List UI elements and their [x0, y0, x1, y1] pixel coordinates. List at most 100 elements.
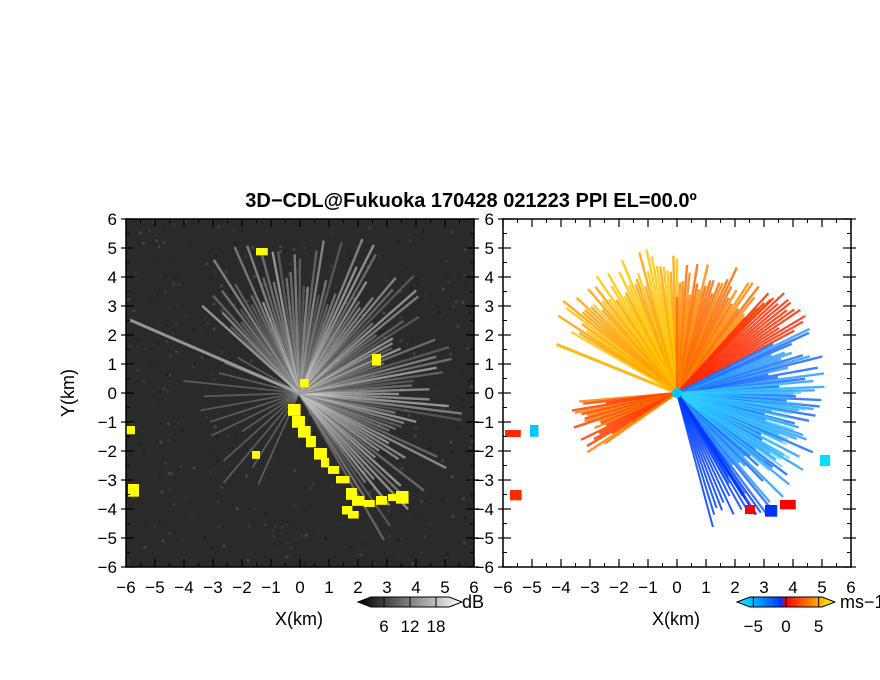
speckle [468, 311, 472, 315]
highlight-patch [328, 466, 340, 474]
speckle [428, 446, 432, 450]
speckle [139, 231, 143, 235]
speckle [151, 220, 155, 224]
speckle [221, 375, 225, 379]
speckle [304, 533, 308, 537]
speckle [461, 300, 465, 304]
speckle [456, 219, 460, 223]
x-tick-label: −4 [551, 578, 570, 597]
y-tick-label: 5 [485, 239, 494, 258]
speckle [219, 219, 223, 223]
speckle [200, 355, 204, 359]
speckle [217, 525, 221, 529]
highlight-patch [298, 426, 311, 438]
speckle [153, 524, 157, 528]
speckle [215, 459, 219, 463]
speckle [462, 541, 466, 545]
speckle [224, 270, 228, 274]
speckle [206, 322, 210, 326]
colorbar-tick-label: 5 [814, 617, 823, 636]
x-tick-label: −5 [145, 578, 164, 597]
speckle [252, 275, 256, 279]
speckle [170, 472, 174, 476]
velocity-patch [530, 425, 539, 437]
x-tick-label: 3 [759, 578, 768, 597]
speckle [397, 460, 401, 464]
speckle [297, 237, 301, 241]
speckle [300, 439, 304, 443]
speckle [451, 304, 455, 308]
speckle [303, 562, 307, 566]
speckle [389, 252, 393, 256]
speckle [274, 550, 278, 554]
speckle [271, 262, 275, 266]
speckle [359, 553, 363, 557]
highlight-patch [352, 496, 365, 506]
speckle [378, 330, 382, 334]
speckle [263, 511, 267, 515]
velocity-x-label: X(km) [652, 609, 700, 629]
reflectivity-ticks: −6 −5 −4 −3 −2 −1 0 1 2 3 4 5 6 −6 −5 −4 −3 −2 −1 0 1 2 3 4 5 6 [98, 210, 479, 597]
velocity-ray [676, 292, 770, 394]
speckle [375, 523, 379, 527]
speckle [166, 389, 170, 393]
speckle [355, 521, 359, 525]
speckle [190, 238, 194, 242]
velocity-patch [780, 500, 796, 510]
speckle [286, 520, 290, 524]
speckle [128, 482, 132, 486]
speckle [279, 245, 283, 249]
velocity-colorbar: −5 0 5 ms−1 [735, 592, 880, 636]
y-tick-label: −1 [475, 413, 494, 432]
speckle [187, 453, 191, 457]
speckle [421, 229, 425, 233]
speckle [247, 525, 251, 529]
speckle [212, 302, 216, 306]
x-tick-label: 4 [411, 578, 420, 597]
speckle [212, 270, 216, 274]
speckle [295, 241, 299, 245]
speckle [210, 276, 214, 280]
highlight-patch [321, 458, 330, 468]
speckle [354, 245, 358, 249]
reflectivity-ray [200, 392, 300, 412]
speckle [311, 482, 315, 486]
speckle [282, 563, 286, 567]
speckle [163, 385, 167, 389]
speckle [246, 299, 250, 303]
speckle [154, 226, 158, 230]
speckle [131, 495, 135, 499]
speckle [447, 280, 451, 284]
speckle [458, 332, 462, 336]
speckle [176, 270, 180, 274]
speckle [209, 470, 213, 474]
speckle [414, 426, 418, 430]
speckle [368, 226, 372, 230]
speckle [188, 512, 192, 516]
speckle [334, 286, 338, 290]
speckle [272, 534, 276, 538]
y-tick-label: −2 [475, 442, 494, 461]
speckle [178, 280, 182, 284]
speckle [211, 364, 215, 368]
speckle [132, 282, 136, 286]
speckle [373, 562, 377, 566]
speckle [212, 327, 216, 331]
speckle [451, 514, 455, 518]
radar-center-marker [672, 388, 682, 398]
speckle [181, 429, 185, 433]
speckle [441, 427, 445, 431]
speckle [405, 341, 409, 345]
y-tick-label: 2 [485, 326, 494, 345]
reflectivity-ray [241, 392, 300, 433]
speckle [460, 372, 464, 376]
speckle [216, 419, 220, 423]
speckle [160, 490, 164, 494]
speckle [245, 474, 249, 478]
speckle [211, 261, 215, 265]
speckle [328, 270, 332, 274]
speckle [394, 341, 398, 345]
speckle [388, 540, 392, 544]
y-tick-label: 0 [485, 384, 494, 403]
